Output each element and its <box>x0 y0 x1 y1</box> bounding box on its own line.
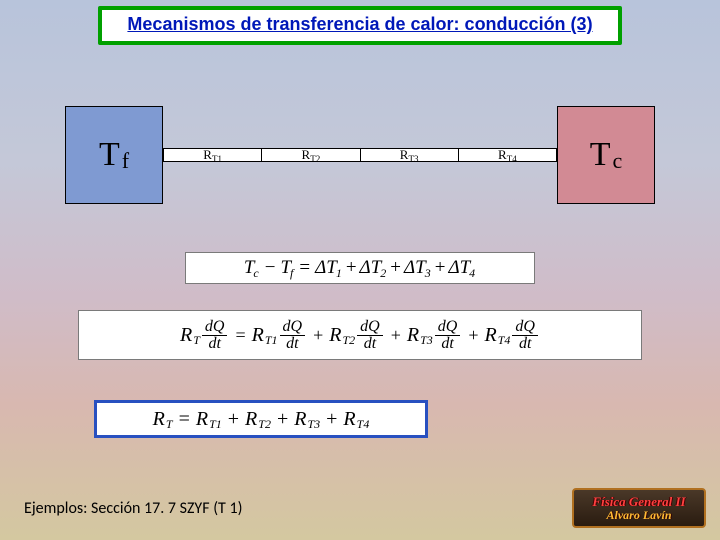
minus-icon: − <box>265 257 276 279</box>
seg-label: R <box>203 147 212 162</box>
segment-rt2: RT2 <box>262 149 360 161</box>
equation-temperature-drops: Tc − Tf = ΔT1 + ΔT2 + ΔT3 + ΔT4 <box>185 252 535 284</box>
eq2-t3: RT3 dQdt <box>407 319 462 352</box>
hot-reservoir: Tc <box>557 106 655 204</box>
eq3-lhs: RT <box>153 408 173 431</box>
segment-rt3: RT3 <box>361 149 459 161</box>
plus-icon: + <box>346 257 357 279</box>
segment-rt1: RT1 <box>164 149 262 161</box>
eq3-r2: RT2 <box>245 408 271 431</box>
plus-icon: + <box>277 408 288 431</box>
seg-label: R <box>302 147 311 162</box>
eq3-r3: RT3 <box>294 408 320 431</box>
eq1-dt3: ΔT3 <box>404 257 432 279</box>
eq1-dt4: ΔT4 <box>448 257 476 279</box>
badge-line1: Física General II <box>592 495 685 509</box>
resistance-bar: RT1 RT2 RT3 RT4 <box>163 148 557 162</box>
equals-icon: = <box>299 257 310 279</box>
fraction-icon: dQdt <box>357 319 383 352</box>
eq2-t4: RT4 dQdt <box>485 319 540 352</box>
series-resistance-diagram: Tf RT1 RT2 RT3 RT4 Tc <box>65 105 655 205</box>
eq1-Tc: Tc <box>244 257 260 279</box>
eq3-r1: RT1 <box>196 408 222 431</box>
plus-icon: + <box>435 257 446 279</box>
cold-reservoir-symbol: T <box>99 136 120 174</box>
cold-reservoir-subscript: f <box>122 148 129 174</box>
plus-icon: + <box>228 408 239 431</box>
eq1-dt1: ΔT1 <box>315 257 343 279</box>
fraction-icon: dQdt <box>280 319 306 352</box>
seg-label: R <box>400 147 409 162</box>
seg-label: R <box>498 147 507 162</box>
seg-sub: T2 <box>310 154 320 164</box>
example-reference: Ejemplos: Sección 17. 7 SZYF (T 1) <box>24 499 242 518</box>
course-badge: Física General II Alvaro Lavín <box>572 488 706 528</box>
seg-sub: T3 <box>408 154 418 164</box>
plus-icon: + <box>313 325 323 346</box>
eq3-r4: RT4 <box>343 408 369 431</box>
seg-sub: T4 <box>507 154 517 164</box>
plus-icon: + <box>468 325 478 346</box>
seg-sub: T1 <box>212 154 222 164</box>
plus-icon: + <box>391 325 401 346</box>
eq2-t2: RT2 dQdt <box>329 319 384 352</box>
equals-icon: = <box>235 325 245 346</box>
hot-reservoir-symbol: T <box>590 136 611 174</box>
cold-reservoir: Tf <box>65 106 163 204</box>
hot-reservoir-subscript: c <box>613 148 623 174</box>
eq2-t1: RT1 dQdt <box>252 319 307 352</box>
plus-icon: + <box>326 408 337 431</box>
equals-icon: = <box>179 408 190 431</box>
slide-title: Mecanismos de transferencia de calor: co… <box>98 6 622 45</box>
eq1-Tf: Tf <box>280 257 294 279</box>
segment-rt4: RT4 <box>459 149 556 161</box>
fraction-icon: dQdt <box>435 319 461 352</box>
eq2-lhs: RT dQdt <box>180 319 229 352</box>
badge-line2: Alvaro Lavín <box>607 509 672 522</box>
slide-title-text: Mecanismos de transferencia de calor: co… <box>127 14 592 34</box>
eq1-dt2: ΔT2 <box>360 257 388 279</box>
equation-total-resistance: RT = RT1 + RT2 + RT3 + RT4 <box>94 400 428 438</box>
equation-heatflow-resistances: RT dQdt = RT1 dQdt + RT2 dQdt + RT3 dQdt… <box>78 310 642 360</box>
fraction-icon: dQdt <box>202 319 228 352</box>
plus-icon: + <box>390 257 401 279</box>
fraction-icon: dQdt <box>512 319 538 352</box>
